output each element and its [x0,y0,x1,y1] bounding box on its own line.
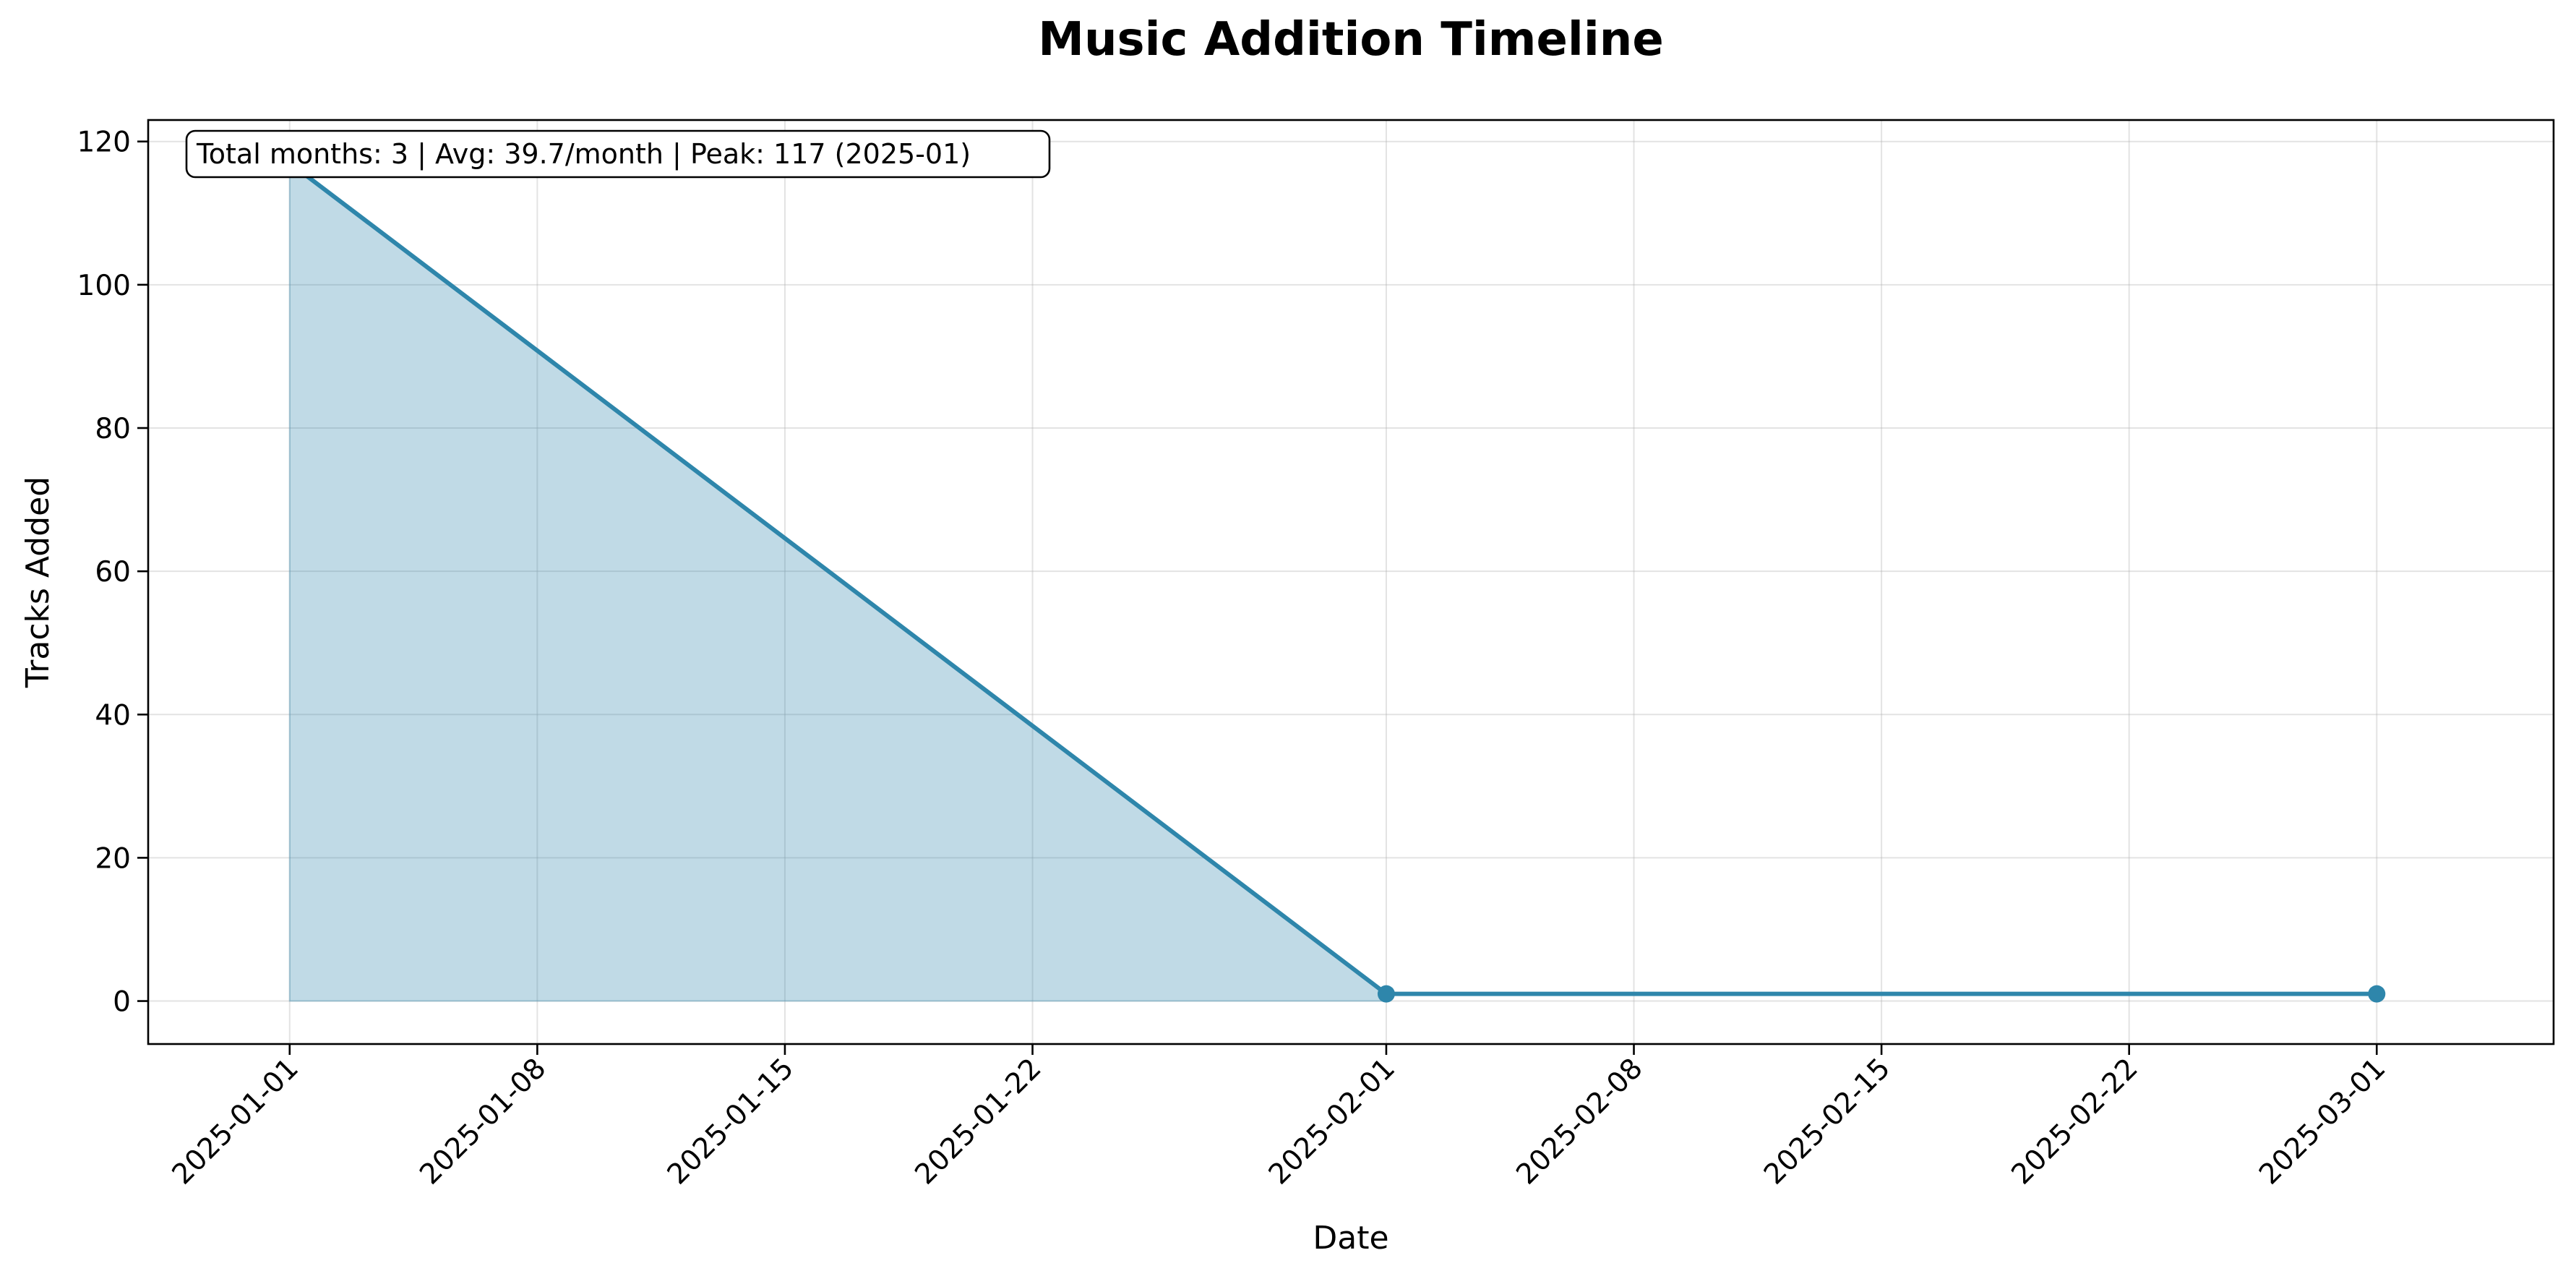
y-tick-label: 120 [77,127,131,159]
y-axis-label: Tracks Added [20,476,56,688]
y-tick-label: 20 [95,842,131,875]
plot-frame [147,119,2555,1045]
y-tick-label: 60 [95,556,131,589]
data-point [1377,985,1395,1003]
chart-title: Music Addition Timeline [1038,13,1663,67]
stats-annotation-text: Total months: 3 | Avg: 39.7/month | Peak… [196,138,971,171]
x-axis-label: Date [1313,1220,1388,1257]
y-tick-label: 100 [77,270,131,302]
data-point [2368,985,2386,1003]
series-area [288,161,2386,1003]
stats-annotation-box [185,129,1051,179]
stats-annotation: Total months: 3 | Avg: 39.7/month | Peak… [185,129,1051,179]
y-tick-label: 0 [113,986,131,1019]
y-tick-label: 80 [95,413,131,445]
y-tick-label: 40 [95,699,131,732]
